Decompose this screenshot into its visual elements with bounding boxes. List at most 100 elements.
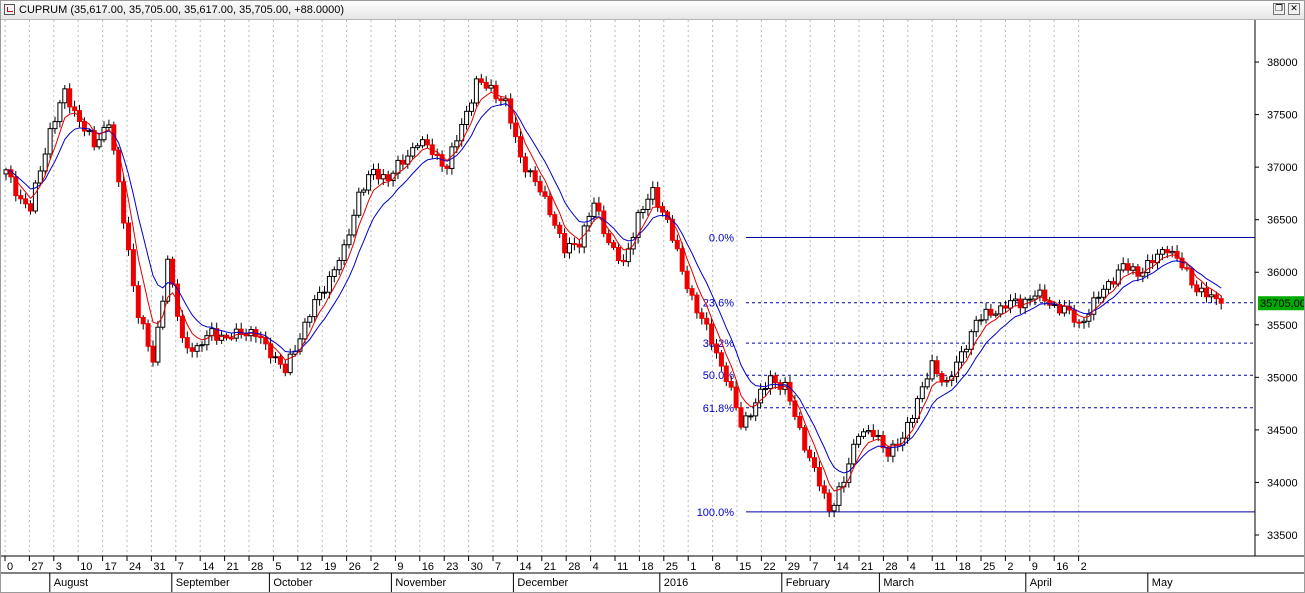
candle-down [1189,268,1195,286]
candle-down [1076,321,1082,324]
candle-up [326,275,332,293]
candle-down [611,242,617,248]
candle-down [1174,250,1180,259]
candle-up [905,421,911,439]
candle-down [616,246,621,261]
candle-up [503,98,509,102]
price-tick-label: 38000 [1267,57,1298,69]
candle-up [1012,298,1018,302]
candle-up [473,78,479,104]
candle-down [1057,303,1062,314]
day-tick-label: 28 [568,561,580,573]
candle-up [983,308,989,321]
candle-up [32,182,38,212]
candle-down [812,457,817,468]
candle-down [718,352,724,367]
moving-averages [5,91,1222,492]
day-tick-label: 12 [300,561,312,573]
day-tick-label: 10 [80,561,92,573]
candle-down [807,449,813,459]
day-tick-label: 15 [739,561,751,573]
candle-down [67,88,73,108]
month-label: November [395,577,446,589]
slow-moving-average-line [5,103,1222,474]
candle-down [797,416,803,429]
candle-up [1037,289,1043,297]
candle-down [934,360,940,375]
price-chart: 0.0%23.6%38.2%50.0%61.8%100.0% 335003400… [1,20,1304,592]
candle-up [1086,313,1092,322]
candle-up [978,319,984,322]
candle-up [1008,300,1013,309]
candle-up [993,313,999,316]
candle-up [96,139,102,148]
candle-down [821,485,827,494]
candle-up [336,259,342,271]
day-tick-label: 14 [519,561,531,573]
day-tick-label: 18 [641,561,653,573]
close-button[interactable]: ✕ [1288,3,1300,15]
candle-up [42,153,48,172]
price-tick-label: 36000 [1267,267,1298,279]
candle-down [28,203,33,212]
day-tick-label: 31 [153,561,165,573]
candle-up [748,415,754,418]
day-tick-label: 23 [446,561,458,573]
candle-up [395,159,401,174]
candle-up [1032,295,1038,300]
candle-up [106,124,112,128]
candle-up [998,305,1004,315]
candle-up [307,316,313,323]
price-tick-label: 37000 [1267,162,1298,174]
candle-up [62,88,68,104]
candle-down [145,323,151,347]
day-tick-label: 21 [227,561,239,573]
candle-down [116,149,122,183]
candle-up [640,208,646,214]
candle-up [758,388,764,404]
day-tick-label: 30 [471,561,483,573]
candle-up [361,189,367,193]
month-label: March [883,577,914,589]
day-tick-label: 1 [690,561,696,573]
candle-up [101,126,107,141]
candle-up [351,214,357,236]
candle-up [37,170,43,184]
candle-up [405,155,411,165]
day-tick-label: 4 [593,561,599,573]
day-tick-label: 2 [373,561,379,573]
candle-up [767,375,773,390]
candle-down [184,337,190,349]
candle-up [469,102,474,112]
restore-button[interactable]: ❐ [1273,3,1285,15]
candle-down [557,224,563,234]
candle-up [831,504,837,512]
candle-up [86,130,92,133]
candle-up [630,236,636,250]
candle-down [522,156,528,173]
candle-down [170,258,176,285]
day-tick-label: 18 [959,561,971,573]
month-label: August [54,577,88,589]
candle-up [851,443,857,465]
day-tick-label: 25 [983,561,995,573]
candle-up [968,331,974,350]
candle-up [160,300,166,328]
day-tick-label: 5 [275,561,281,573]
candle-up [331,269,337,277]
candle-down [434,154,440,157]
candle-down [1042,289,1048,302]
candle-down [870,429,876,438]
candle-up [488,84,494,89]
candle-down [493,84,499,100]
day-tick-label: 26 [349,561,361,573]
day-tick-label: 21 [544,561,556,573]
candle-down [1213,294,1219,300]
title-bar: CUPRUM (35,617.00, 35,705.00, 35,617.00,… [1,1,1304,20]
candle-up [1130,266,1136,271]
candle-down [513,122,519,138]
candle-down [121,181,127,224]
candle-down [542,191,548,197]
candle-down [684,270,690,290]
candle-up [763,388,768,391]
